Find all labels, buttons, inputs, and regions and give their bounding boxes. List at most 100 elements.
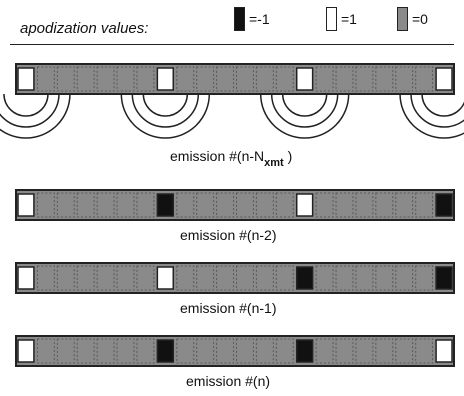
- element-pos-1-14: [295, 193, 314, 217]
- caption-main-1: emission #(n-2): [180, 227, 277, 243]
- element-zero-2-9: [196, 265, 215, 291]
- element-zero-0-15: [315, 66, 334, 92]
- element-zero-3-16: [335, 338, 354, 364]
- element-zero-1-13: [275, 192, 294, 218]
- legend-swatch-white-icon: [326, 7, 337, 31]
- element-zero-1-1: [36, 192, 55, 218]
- element-zero-0-4: [96, 66, 115, 92]
- element-zero-3-11: [236, 338, 254, 364]
- element-zero-3-3: [76, 338, 95, 364]
- legend-item-minus-one: =-1: [234, 6, 270, 32]
- element-zero-1-19: [395, 192, 414, 218]
- element-zero-3-19: [395, 338, 414, 364]
- element-zero-1-18: [375, 192, 394, 218]
- wavefront-arc-14-1: [270, 93, 339, 128]
- element-zero-3-17: [355, 338, 374, 364]
- element-zero-1-12: [255, 192, 274, 218]
- element-zero-0-20: [415, 66, 434, 92]
- element-zero-0-5: [116, 66, 135, 92]
- element-zero-0-8: [176, 66, 195, 92]
- element-zero-3-20: [415, 338, 434, 364]
- element-zero-2-4: [96, 265, 115, 291]
- emission-caption-2: emission #(n-1): [180, 300, 276, 316]
- element-zero-1-5: [116, 192, 135, 218]
- element-pos-3-0: [17, 339, 35, 363]
- element-zero-3-2: [56, 338, 75, 364]
- element-zero-3-8: [176, 338, 195, 364]
- legend-label-zero: =0: [412, 11, 428, 27]
- wavefront-arc-21-2: [399, 93, 464, 139]
- element-zero-0-9: [196, 66, 215, 92]
- element-zero-2-3: [76, 265, 95, 291]
- element-zero-3-4: [96, 338, 115, 364]
- element-zero-1-15: [315, 192, 334, 218]
- element-zero-1-16: [335, 192, 354, 218]
- element-zero-2-1: [36, 265, 55, 291]
- element-zero-2-2: [56, 265, 75, 291]
- wavefront-arc-0-2: [0, 93, 71, 139]
- wavefront-arc-21-0: [421, 93, 464, 117]
- legend-label-one: =1: [341, 11, 357, 27]
- element-zero-0-11: [236, 66, 254, 92]
- element-zero-1-10: [216, 192, 235, 218]
- emission-caption-1: emission #(n-2): [180, 227, 276, 243]
- element-zero-1-6: [136, 192, 155, 218]
- element-zero-0-17: [355, 66, 374, 92]
- element-zero-2-17: [355, 265, 374, 291]
- element-pos-0-14: [295, 67, 314, 91]
- element-pos-2-7: [156, 266, 175, 290]
- wavefront-arc-0-1: [0, 93, 60, 128]
- array-bar-2: [15, 262, 455, 294]
- legend-divider: [10, 44, 454, 45]
- array-bar-3: [15, 335, 455, 367]
- emission-caption-3: emission #(n): [186, 373, 270, 389]
- element-zero-3-1: [36, 338, 55, 364]
- element-pos-0-21: [435, 67, 453, 91]
- element-zero-3-18: [375, 338, 394, 364]
- element-zero-2-8: [176, 265, 195, 291]
- element-zero-1-20: [415, 192, 434, 218]
- element-zero-0-12: [255, 66, 274, 92]
- element-zero-3-6: [136, 338, 155, 364]
- element-neg-2-14: [295, 266, 314, 290]
- caption-main-2: emission #(n-1): [180, 300, 277, 316]
- element-zero-2-6: [136, 265, 155, 291]
- element-zero-0-18: [375, 66, 394, 92]
- element-zero-0-1: [36, 66, 55, 92]
- element-pos-0-7: [156, 67, 175, 91]
- element-zero-2-12: [255, 265, 274, 291]
- legend-item-zero: =0: [397, 6, 428, 32]
- element-neg-3-14: [295, 339, 314, 363]
- element-zero-2-10: [216, 265, 235, 291]
- element-pos-1-0: [17, 193, 35, 217]
- element-zero-3-9: [196, 338, 215, 364]
- legend-swatch-black-icon: [234, 7, 245, 31]
- element-zero-0-19: [395, 66, 414, 92]
- element-zero-2-5: [116, 265, 135, 291]
- element-zero-1-4: [96, 192, 115, 218]
- element-zero-3-5: [116, 338, 135, 364]
- element-zero-2-18: [375, 265, 394, 291]
- element-zero-1-8: [176, 192, 195, 218]
- apodization-legend: apodization values: =-1 =1 =0: [0, 0, 464, 50]
- element-zero-0-10: [216, 66, 235, 92]
- element-neg-1-21: [435, 193, 453, 217]
- emission-caption-0: emission #(n-Nxmt ): [170, 148, 292, 169]
- element-neg-2-21: [435, 266, 453, 290]
- wavefront-arc-7-1: [131, 93, 200, 128]
- element-zero-3-12: [255, 338, 274, 364]
- element-zero-2-16: [335, 265, 354, 291]
- element-neg-3-7: [156, 339, 175, 363]
- element-zero-1-9: [196, 192, 215, 218]
- element-pos-3-21: [435, 339, 453, 363]
- element-zero-0-6: [136, 66, 155, 92]
- wavefront-arc-7-0: [142, 93, 189, 117]
- element-zero-3-15: [315, 338, 334, 364]
- element-zero-1-17: [355, 192, 374, 218]
- caption-main-0: emission #(n-N: [170, 148, 265, 164]
- wavefront-arc-21-1: [410, 93, 464, 128]
- element-pos-2-0: [17, 266, 35, 290]
- element-zero-2-13: [275, 265, 294, 291]
- element-zero-1-2: [56, 192, 75, 218]
